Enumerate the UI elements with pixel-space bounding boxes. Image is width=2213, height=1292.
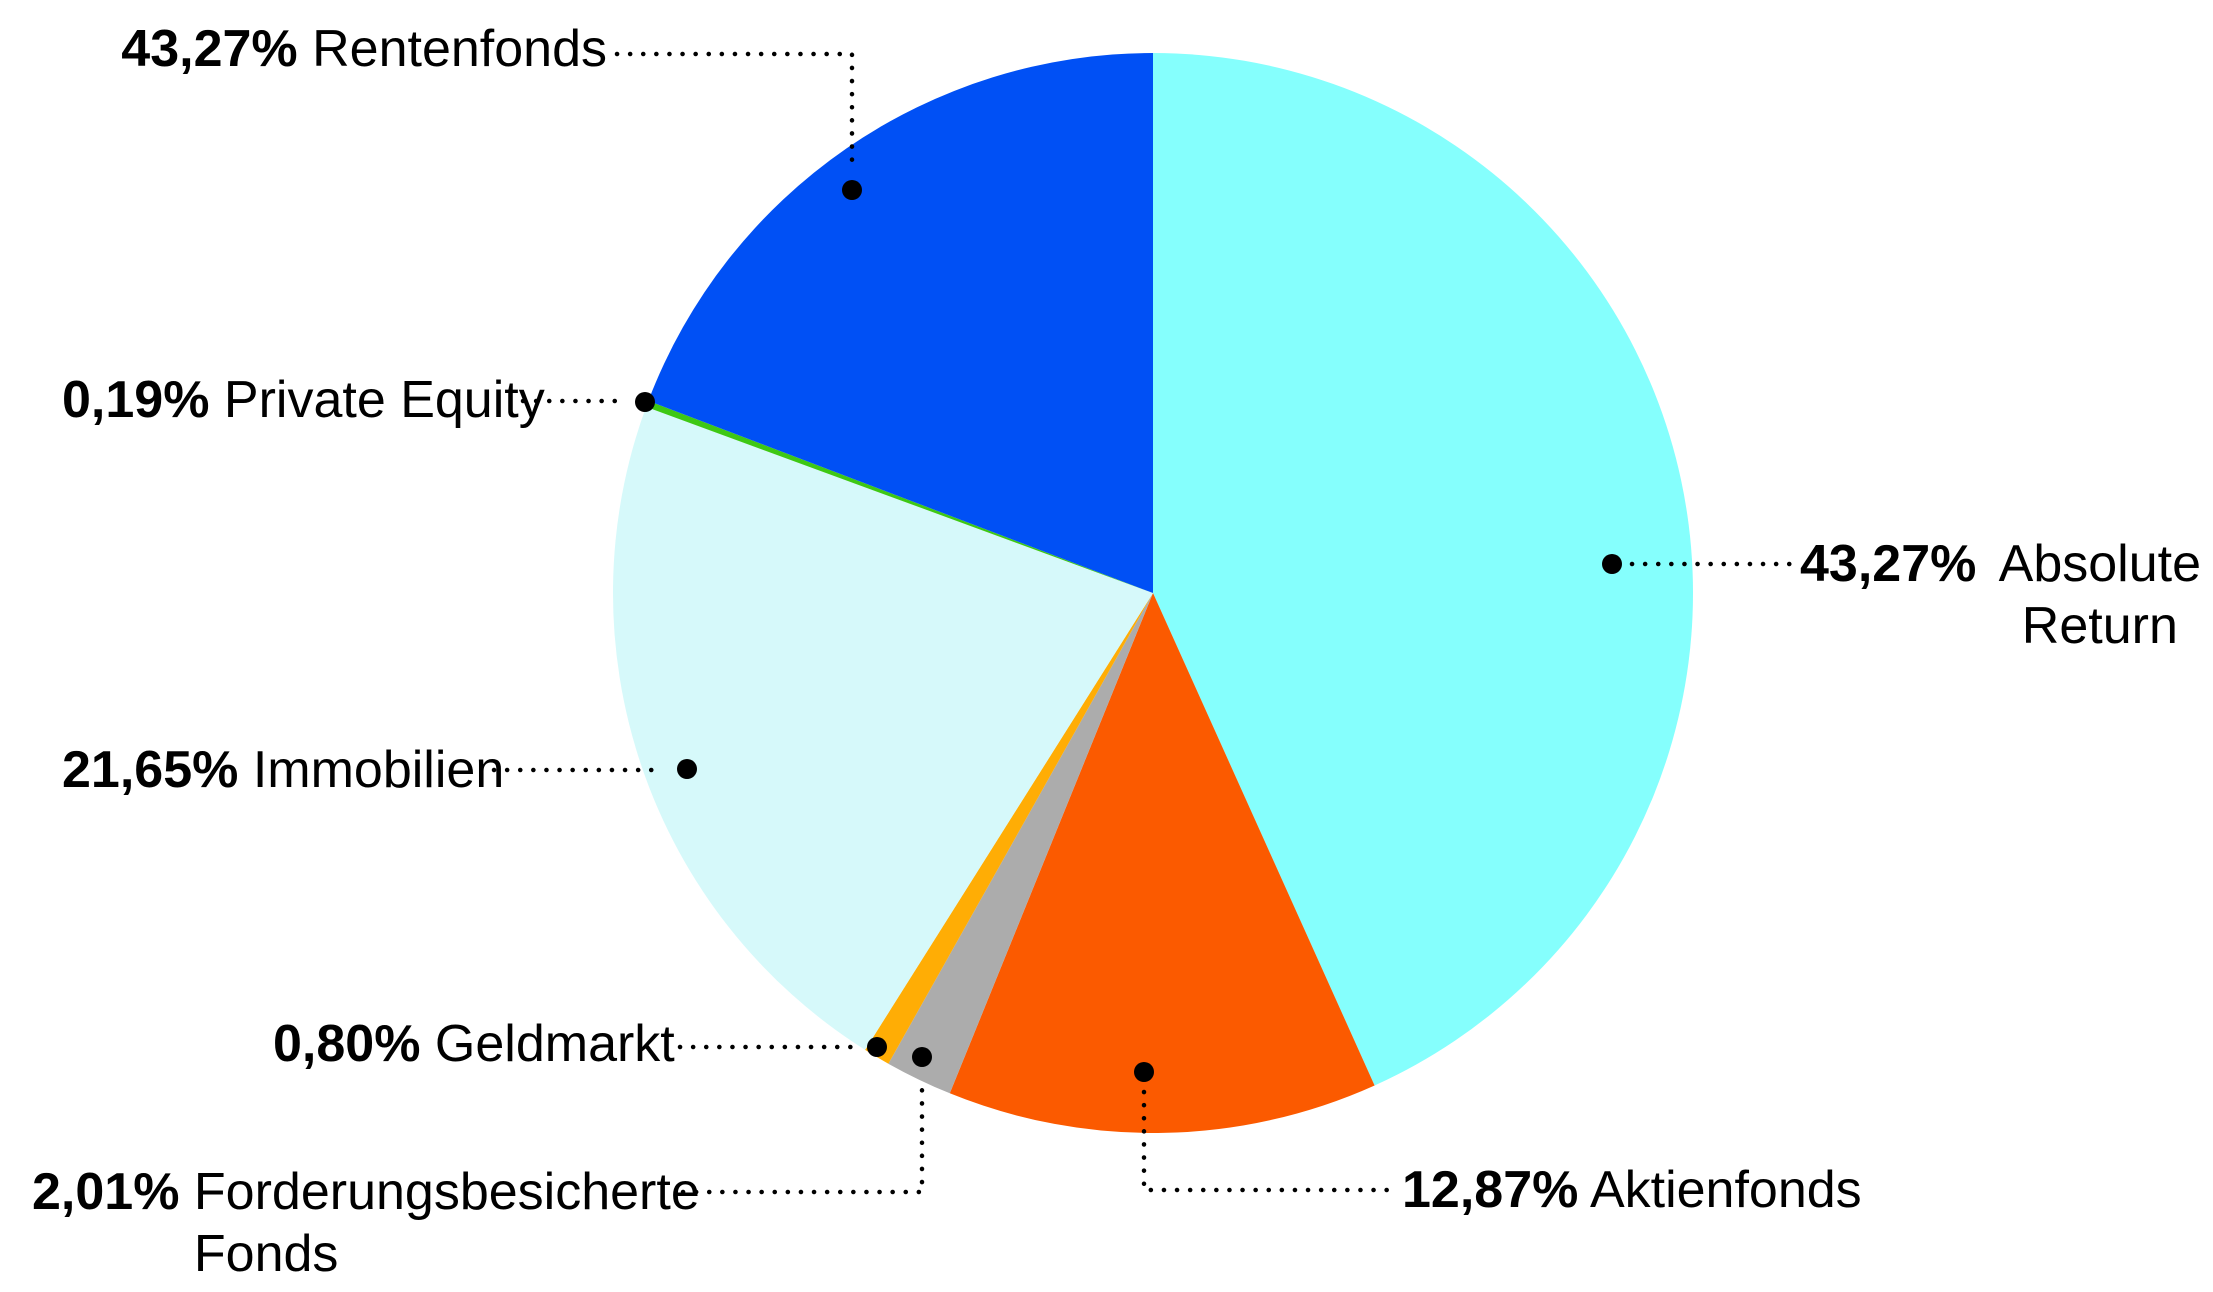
pie-slice-rentenfonds[interactable] [648, 53, 1153, 593]
leader-lines [491, 51, 1796, 1195]
label-private-equity-name: Private Equity [223, 371, 545, 429]
label-forderungsbesicherte-fonds-name: Forderungsbesicherte Fonds [193, 1163, 700, 1283]
pie-slice-aktienfonds[interactable] [949, 593, 1375, 1134]
pie-slice-absolute-return[interactable] [1153, 53, 1694, 1086]
leader-forderungsbesicherte-fonds [680, 1076, 925, 1195]
label-geldmarkt-percent: 0,80% [273, 1015, 421, 1073]
label-private-equity-percent: 0,19% [62, 371, 210, 429]
leader-aktienfonds [1141, 1089, 1393, 1193]
label-absolute-return-percent: 43,27% [1800, 535, 1977, 593]
pie [612, 53, 1694, 1134]
label-rentenfonds-percent: 43,27% [121, 20, 298, 78]
label-geldmarkt-name: Geldmarkt [434, 1015, 675, 1073]
label-aktienfonds-percent: 12,87% [1402, 1161, 1579, 1219]
label-geldmarkt: 0,80% Geldmarkt [273, 1013, 675, 1075]
leader-rentenfonds [614, 51, 855, 173]
label-rentenfonds: 43,27% Rentenfonds [121, 18, 607, 80]
label-forderungsbesicherte-fonds: 2,01% Forderungsbesicherte Fonds [32, 1161, 714, 1285]
label-aktienfonds-name: Aktienfonds [1589, 1161, 1862, 1219]
marker-dot-private-equity [635, 392, 655, 412]
label-forderungsbesicherte-fonds-percent: 2,01% [32, 1163, 180, 1221]
label-rentenfonds-name: Rentenfonds [312, 20, 607, 78]
marker-dot-forderungsbesicherte-fonds [912, 1047, 932, 1067]
marker-dot-immobilien [677, 759, 697, 779]
pie-slice-forderungsbesicherte-fonds[interactable] [888, 593, 1153, 1094]
label-absolute-return-name: Absolute Return [1998, 535, 2202, 655]
label-immobilien-percent: 21,65% [62, 741, 239, 799]
pie-slice-private-equity[interactable] [646, 400, 1153, 593]
label-immobilien-name: Immobilien [252, 741, 505, 799]
marker-dot-absolute-return [1602, 554, 1622, 574]
marker-dot-geldmarkt [867, 1037, 887, 1057]
label-aktienfonds: 12,87% Aktienfonds [1402, 1159, 1862, 1221]
label-absolute-return: 43,27% Absolute Return [1800, 533, 2209, 657]
pie-slice-geldmarkt[interactable] [865, 593, 1153, 1064]
label-private-equity: 0,19% Private Equity [62, 369, 545, 431]
label-immobilien: 21,65% Immobilien [62, 739, 504, 801]
marker-dot-aktienfonds [1134, 1062, 1154, 1082]
marker-dot-rentenfonds [842, 180, 862, 200]
pie-slice-immobilien[interactable] [612, 406, 1153, 1050]
